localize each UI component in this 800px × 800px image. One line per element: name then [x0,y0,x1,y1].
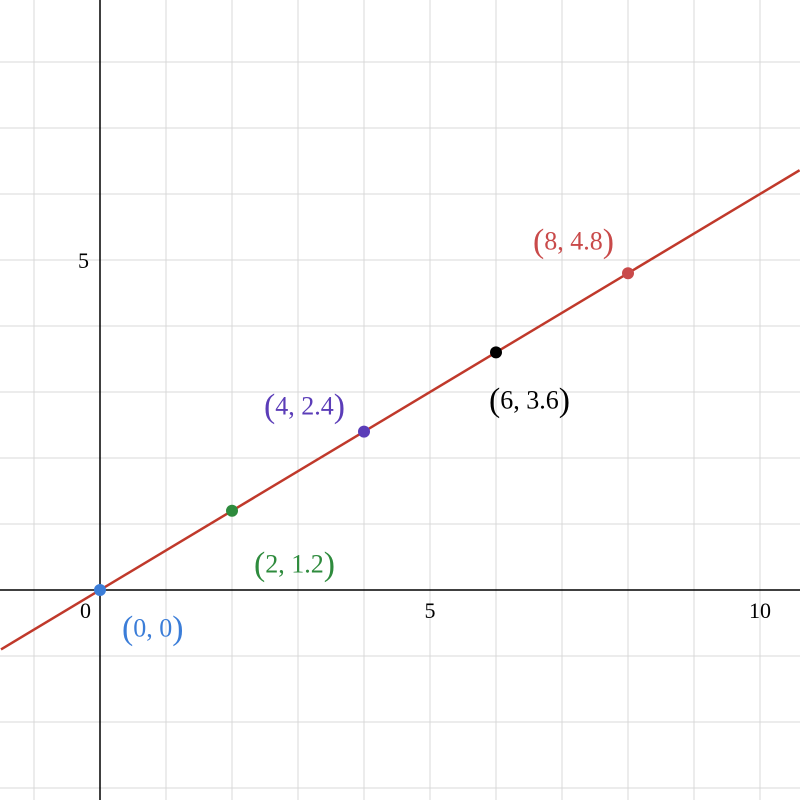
x-tick-label: 0 [80,598,91,624]
data-point-0 [94,584,106,596]
data-point-1 [226,505,238,517]
y-tick-label: 5 [78,248,89,274]
point-label-4: (8, 4.8) [533,223,614,261]
data-point-2 [358,426,370,438]
point-label-1: (2, 1.2) [254,546,335,584]
x-tick-label: 5 [425,598,436,624]
data-point-3 [490,346,502,358]
chart-svg [0,0,800,800]
point-label-0: (0, 0) [122,610,184,648]
coordinate-plane-chart: (0, 0) (2, 1.2) (4, 2.4) (6, 3.6) (8, 4.8) 0 5… [0,0,800,800]
point-label-2: (4, 2.4) [264,388,345,426]
x-tick-label: 10 [749,598,771,624]
point-label-3: (6, 3.6) [489,382,570,420]
data-point-4 [622,267,634,279]
